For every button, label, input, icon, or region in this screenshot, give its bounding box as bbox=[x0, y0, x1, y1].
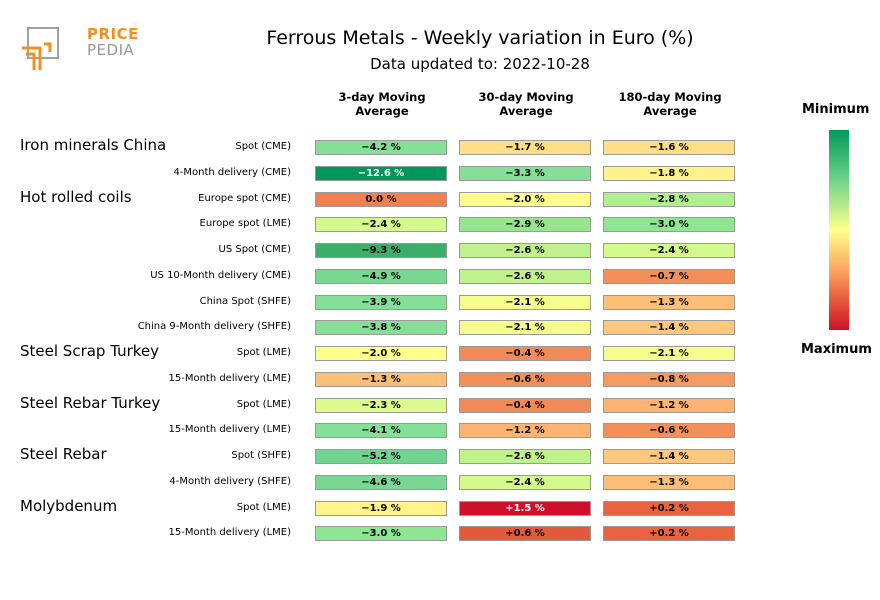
heatmap-cell: −2.6 % bbox=[459, 449, 591, 464]
column-header-line1: 30-day Moving bbox=[478, 90, 574, 104]
chart-title: Ferrous Metals - Weekly variation in Eur… bbox=[266, 27, 694, 49]
heatmap-cell: −4.1 % bbox=[315, 423, 447, 439]
heatmap-cell: −2.6 % bbox=[459, 243, 591, 258]
heatmap-cell: −1.3 % bbox=[315, 371, 447, 387]
row-label: US Spot (CME) bbox=[218, 244, 292, 255]
heatmap-cell: −0.4 % bbox=[459, 397, 591, 413]
heatmap-cell: −3.9 % bbox=[315, 294, 447, 310]
heatmap-cell: −4.6 % bbox=[315, 474, 447, 490]
heatmap-cell: +0.6 % bbox=[459, 526, 591, 542]
heatmap-cell: −2.1 % bbox=[459, 294, 591, 310]
heatmap-cell: −3.0 % bbox=[315, 526, 447, 542]
row-label: Spot (LME) bbox=[236, 501, 291, 513]
column-header-line1: 180-day Moving bbox=[618, 90, 722, 104]
heatmap-cell: −2.6 % bbox=[459, 268, 591, 284]
row-label: 15-Month delivery (LME) bbox=[168, 424, 291, 436]
row-label: Spot (LME) bbox=[236, 398, 291, 410]
heatmap-cell: −2.0 % bbox=[459, 191, 591, 207]
row-label: 4-Month delivery (SHFE) bbox=[169, 475, 291, 487]
heatmap-cell: +0.2 % bbox=[603, 500, 735, 516]
column-header-line1: 3-day Moving bbox=[338, 90, 426, 104]
column-header-2: 30-day Moving Average bbox=[451, 90, 601, 118]
heatmap-cell: −3.0 % bbox=[603, 217, 735, 233]
heatmap-cell: +1.5 % bbox=[459, 500, 591, 516]
row-label: Spot (SHFE) bbox=[231, 450, 291, 461]
heatmap-cell: −2.8 % bbox=[603, 191, 735, 207]
heatmap-cell: −0.6 % bbox=[603, 423, 735, 439]
heatmap-cell: −5.2 % bbox=[315, 449, 447, 464]
heatmap-cell: 0.0 % bbox=[315, 191, 447, 207]
heatmap-cell: −12.6 % bbox=[315, 165, 447, 181]
row-label: Spot (LME) bbox=[236, 347, 291, 358]
heatmap-cell: −2.4 % bbox=[459, 474, 591, 490]
column-header-1: 3-day Moving Average bbox=[307, 90, 457, 118]
pricepedia-logo: PRICE PEDIA bbox=[20, 24, 138, 74]
column-header-line2: Average bbox=[355, 104, 409, 118]
heatmap-cell: −2.9 % bbox=[459, 217, 591, 233]
chart-subtitle: Data updated to: 2022-10-28 bbox=[370, 55, 590, 73]
heatmap-cell: −2.3 % bbox=[315, 397, 447, 413]
group-label: Steel Rebar bbox=[20, 445, 107, 463]
row-label: 15-Month delivery (LME) bbox=[168, 372, 291, 384]
group-label: Hot rolled coils bbox=[20, 187, 132, 206]
heatmap-cell: −1.8 % bbox=[603, 165, 735, 181]
heatmap-cell: −1.9 % bbox=[315, 500, 447, 516]
heatmap-cell: −1.7 % bbox=[459, 140, 591, 155]
heatmap-cell: −0.7 % bbox=[603, 268, 735, 284]
heatmap-cell: −1.2 % bbox=[603, 397, 735, 413]
color-scale-bar bbox=[829, 130, 849, 330]
legend-min-label: Minimum bbox=[802, 102, 870, 117]
heatmap-cell: −1.3 % bbox=[603, 294, 735, 310]
column-header-line2: Average bbox=[499, 104, 553, 118]
heatmap-cell: +0.2 % bbox=[603, 526, 735, 542]
logo-text-pedia: PEDIA bbox=[87, 41, 135, 59]
row-label: Europe spot (CME) bbox=[198, 192, 291, 204]
heatmap-cell: −2.4 % bbox=[315, 217, 447, 233]
heatmap-cell: −4.2 % bbox=[315, 140, 447, 155]
row-label: US 10-Month delivery (CME) bbox=[150, 269, 291, 281]
heatmap-cell: −0.8 % bbox=[603, 371, 735, 387]
heatmap-cell: −1.6 % bbox=[603, 140, 735, 155]
row-label: 4-Month delivery (CME) bbox=[173, 166, 291, 178]
heatmap-cell: −1.3 % bbox=[603, 474, 735, 490]
heatmap-cell: −3.3 % bbox=[459, 165, 591, 181]
heatmap-cell: −1.2 % bbox=[459, 423, 591, 439]
group-label: Molybdenum bbox=[20, 496, 118, 515]
heatmap-cell: −2.0 % bbox=[315, 346, 447, 361]
heatmap-cell: −4.9 % bbox=[315, 268, 447, 284]
row-label: China 9-Month delivery (SHFE) bbox=[137, 321, 291, 333]
row-label: 15-Month delivery (LME) bbox=[168, 527, 291, 539]
group-label: Iron minerals China bbox=[20, 136, 167, 154]
heatmap-cell: −1.4 % bbox=[603, 449, 735, 464]
row-label: China Spot (SHFE) bbox=[199, 295, 291, 307]
pricepedia-logo-mark bbox=[22, 27, 59, 70]
column-header-line2: Average bbox=[643, 104, 697, 118]
heatmap-cell: −2.1 % bbox=[459, 320, 591, 336]
heatmap-cell: −1.4 % bbox=[603, 320, 735, 336]
legend-max-label: Maximum bbox=[801, 342, 872, 357]
logo-text-price: PRICE bbox=[87, 25, 139, 43]
heatmap-cell: −0.4 % bbox=[459, 346, 591, 361]
heatmap-cell: −0.6 % bbox=[459, 371, 591, 387]
group-label: Steel Rebar Turkey bbox=[20, 393, 161, 412]
heatmap-cell: −9.3 % bbox=[315, 243, 447, 258]
group-label: Steel Scrap Turkey bbox=[20, 342, 160, 360]
row-label: Spot (CME) bbox=[235, 141, 291, 152]
heatmap-cell: −2.4 % bbox=[603, 243, 735, 258]
row-label: Europe spot (LME) bbox=[199, 218, 291, 230]
column-header-3: 180-day Moving Average bbox=[595, 90, 745, 118]
heatmap-cell: −2.1 % bbox=[603, 346, 735, 361]
heatmap-cell: −3.8 % bbox=[315, 320, 447, 336]
